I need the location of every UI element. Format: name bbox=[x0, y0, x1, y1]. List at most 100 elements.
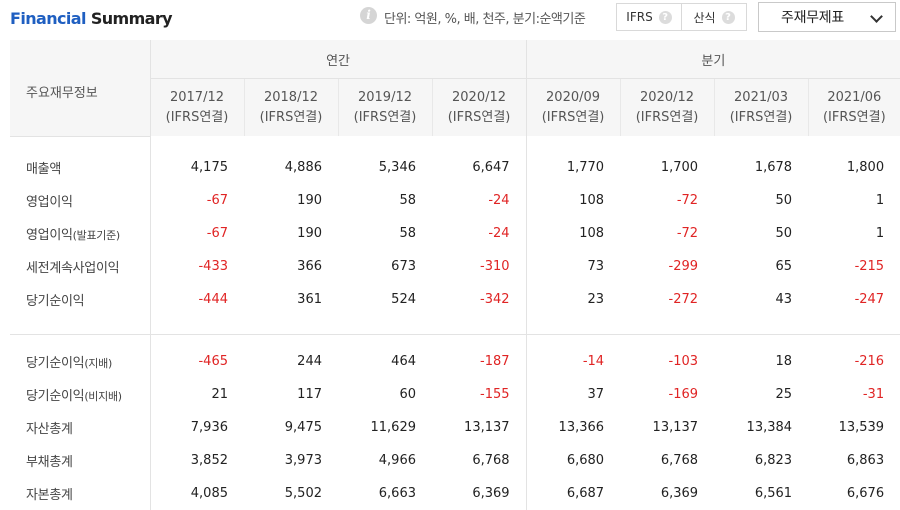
dropdown-value: 주재무제표 bbox=[781, 10, 844, 26]
sansik-label: 산식 bbox=[693, 10, 716, 25]
table-cell: 361 bbox=[297, 291, 322, 307]
table-cell: -465 bbox=[198, 353, 228, 369]
table-row: 당기순이익(지배) -465 244 464 -187 -14 -103 18 -216 bbox=[10, 344, 900, 378]
table-cell: -72 bbox=[676, 225, 699, 241]
row-label[interactable]: 자본총계 bbox=[10, 476, 151, 510]
table-cell: -310 bbox=[480, 258, 510, 274]
table-cell: 1,800 bbox=[846, 159, 885, 175]
sansik-button[interactable]: 산식 ? bbox=[681, 4, 746, 30]
row-label[interactable]: 세전계속사업이익 bbox=[10, 249, 151, 283]
table-cell: 464 bbox=[391, 353, 416, 369]
table-cell: 108 bbox=[525, 216, 621, 250]
table-cell: 244 bbox=[297, 353, 322, 369]
table-cell: 6,823 bbox=[754, 452, 793, 468]
table-cell: 50 bbox=[775, 225, 793, 241]
table-cell: 50 bbox=[775, 192, 793, 208]
table-cell: -444 bbox=[198, 291, 228, 307]
table-cell: -342 bbox=[480, 291, 510, 307]
table-cell: 6,369 bbox=[472, 485, 510, 501]
ifrs-help-icon[interactable]: ? bbox=[658, 10, 672, 24]
row-label[interactable]: 영업이익 bbox=[10, 183, 151, 217]
table-cell: -216 bbox=[854, 353, 885, 369]
info-icon[interactable]: i bbox=[360, 7, 377, 24]
row-label[interactable]: 부채총계 bbox=[10, 443, 151, 477]
ifrs-button[interactable]: IFRS ? bbox=[617, 4, 681, 30]
period-header: 2020/12 (IFRS연결) bbox=[619, 78, 715, 136]
title-summary: Summary bbox=[90, 9, 173, 28]
table-cell: 21 bbox=[211, 386, 228, 402]
table-cell: -299 bbox=[668, 258, 699, 274]
table-row: 부채총계 3,852 3,973 4,966 6,768 6,680 6,768 6,823 6… bbox=[10, 443, 900, 477]
table-cell: -247 bbox=[854, 291, 885, 307]
table-cell: 6,676 bbox=[846, 485, 885, 501]
table-cell: 3,973 bbox=[284, 452, 322, 468]
top-bar: Financial Summary i 단위: 억원, %, 배, 천주, 분기… bbox=[0, 0, 900, 38]
table-cell: 6,768 bbox=[472, 452, 510, 468]
table-cell: -67 bbox=[206, 192, 228, 208]
table-cell: -272 bbox=[668, 291, 699, 307]
table-cell: 11,629 bbox=[370, 419, 417, 435]
chevron-down-icon bbox=[870, 10, 883, 23]
table-cell: 6,663 bbox=[378, 485, 416, 501]
statement-type-dropdown[interactable]: 주재무제표 bbox=[758, 2, 896, 32]
table-cell: -103 bbox=[668, 353, 699, 369]
table-cell: 9,475 bbox=[284, 419, 322, 435]
table-cell: 6,863 bbox=[846, 452, 885, 468]
unit-description: 단위: 억원, %, 배, 천주, 분기:순액기준 bbox=[384, 12, 586, 27]
period-header: 2020/12 (IFRS연결) bbox=[431, 78, 527, 136]
table-cell: -433 bbox=[198, 258, 228, 274]
table-cell: 6,369 bbox=[660, 485, 699, 501]
table-cell: -31 bbox=[862, 386, 885, 402]
first-column-header: 주요재무정보 bbox=[10, 40, 151, 137]
table-body: 매출액 4,175 4,886 5,346 6,647 1,770 1,700 1,678 1,… bbox=[10, 136, 900, 510]
title-financial: Financial bbox=[10, 9, 86, 28]
sansik-help-icon[interactable]: ? bbox=[721, 10, 735, 24]
table-cell: 4,966 bbox=[378, 452, 416, 468]
table-cell: -14 bbox=[525, 344, 621, 378]
row-label[interactable]: 매출액 bbox=[10, 150, 151, 184]
table-row: 자산총계 7,936 9,475 11,629 13,137 13,366 13,137 13… bbox=[10, 410, 900, 444]
table-cell: 6,647 bbox=[472, 159, 510, 175]
table-row: 당기순이익(비지배) 21 117 60 -155 37 -169 25 -31 bbox=[10, 377, 900, 411]
table-cell: 73 bbox=[525, 249, 621, 283]
table-cell: 6,768 bbox=[660, 452, 699, 468]
page-title: Financial Summary bbox=[10, 9, 173, 28]
quarter-header: 분기 bbox=[525, 40, 900, 79]
table-cell: 1,678 bbox=[754, 159, 793, 175]
period-header: 2020/09 (IFRS연결) bbox=[525, 78, 621, 136]
table-cell: 58 bbox=[399, 192, 416, 208]
table-cell: 13,137 bbox=[652, 419, 699, 435]
table-cell: 673 bbox=[391, 258, 416, 274]
table-row: 영업이익(발표기준) -67 190 58 -24 108 -72 50 1 bbox=[10, 216, 900, 250]
row-label[interactable]: 자산총계 bbox=[10, 410, 151, 444]
table-cell: 1,700 bbox=[660, 159, 699, 175]
table-cell: 4,175 bbox=[190, 159, 228, 175]
table-cell: 13,539 bbox=[838, 419, 885, 435]
row-label[interactable]: 영업이익(발표기준) bbox=[10, 216, 151, 250]
table-cell: 108 bbox=[525, 183, 621, 217]
row-label[interactable]: 당기순이익(지배) bbox=[10, 344, 151, 378]
table-cell: 6,687 bbox=[525, 476, 621, 510]
period-header: 2018/12 (IFRS연결) bbox=[243, 78, 338, 136]
period-header: 2021/03 (IFRS연결) bbox=[713, 78, 809, 136]
table-cell: 18 bbox=[775, 353, 793, 369]
table-cell: 13,137 bbox=[464, 419, 510, 435]
table-cell: -169 bbox=[668, 386, 699, 402]
table-cell: -72 bbox=[676, 192, 699, 208]
table-cell: 7,936 bbox=[190, 419, 228, 435]
table-row: 자본총계 4,085 5,502 6,663 6,369 6,687 6,369 6,561 6… bbox=[10, 476, 900, 510]
table-cell: 13,366 bbox=[525, 410, 621, 444]
table-cell: 58 bbox=[399, 225, 416, 241]
row-label[interactable]: 당기순이익(비지배) bbox=[10, 377, 151, 411]
basis-button-group: IFRS ? 산식 ? bbox=[616, 3, 747, 31]
table-cell: 65 bbox=[775, 258, 793, 274]
table-cell: -155 bbox=[480, 386, 510, 402]
table-cell: 6,561 bbox=[754, 485, 793, 501]
table-row: 세전계속사업이익 -433 366 673 -310 73 -299 65 -215 bbox=[10, 249, 900, 283]
row-label[interactable]: 당기순이익 bbox=[10, 282, 151, 316]
table-row: 매출액 4,175 4,886 5,346 6,647 1,770 1,700 1,678 1,… bbox=[10, 150, 900, 184]
table-cell: -67 bbox=[206, 225, 228, 241]
table-cell: 4,886 bbox=[284, 159, 322, 175]
table-cell: -24 bbox=[488, 225, 510, 241]
table-row: 당기순이익 -444 361 524 -342 23 -272 43 -247 bbox=[10, 282, 900, 316]
